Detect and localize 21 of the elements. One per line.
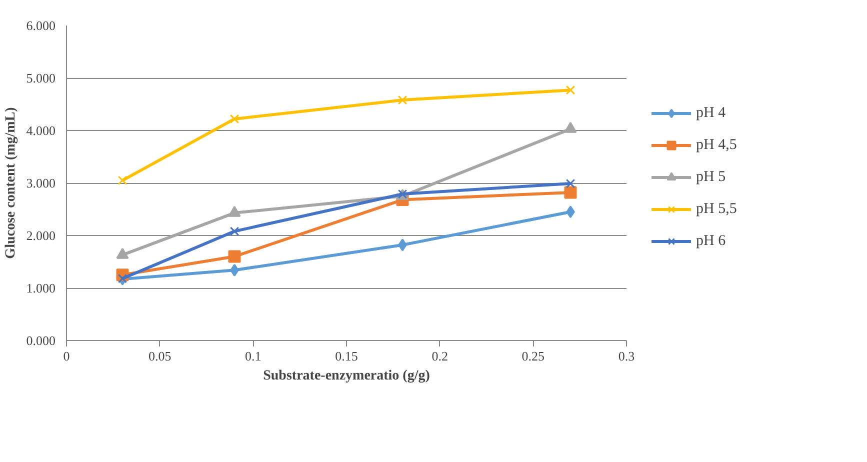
y-tick-label: 1.000 [26, 280, 56, 296]
y-tick-label: 0.000 [26, 333, 56, 348]
y-axis-title: Glucose content (mg/mL) [3, 106, 18, 259]
legend-label: pH 4 [696, 104, 726, 122]
x-tick-label: 0.25 [522, 348, 545, 364]
y-tick-label: 5.000 [26, 70, 56, 86]
legend-label: pH 5,5 [696, 200, 737, 218]
legend-label: pH 4,5 [696, 136, 737, 154]
y-tick-label: 2.000 [26, 228, 56, 243]
y-tick-label: 6.000 [26, 18, 56, 33]
x-tick-label: 0.2 [432, 348, 448, 364]
x-tick-label: 0.1 [245, 348, 262, 364]
y-tick-label: 3.000 [26, 176, 56, 190]
legend-label: pH 6 [696, 232, 726, 250]
x-tick-label: 0.05 [148, 348, 172, 364]
y-tick-label: 4.000 [26, 123, 56, 138]
x-tick-label: 0 [63, 348, 70, 364]
legend-label: pH 5 [696, 168, 726, 186]
x-axis-title: Substrate-enzymeratio (g/g) [263, 368, 430, 384]
x-tick-label: 0.3 [618, 348, 635, 364]
x-tick-label: 0.15 [335, 348, 358, 364]
